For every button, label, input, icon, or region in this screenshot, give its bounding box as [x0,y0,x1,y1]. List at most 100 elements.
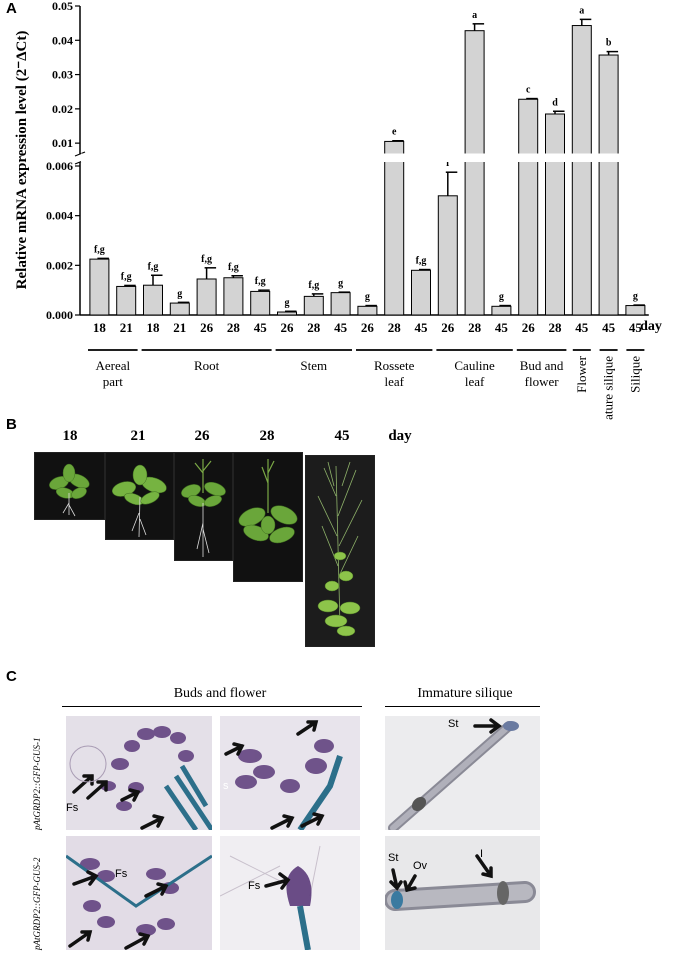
bar-15 [491,305,512,316]
x-tick-3: 21 [173,320,186,335]
group-label-1: Root [194,358,220,373]
bar-8 [303,295,324,316]
gus-flower-photo-2 [220,716,360,830]
row-label-line-2: pAtGRDP2::GFP-GUS-2 [32,857,42,950]
fs-label-c5: Fs [248,880,261,892]
x-tick-6: 45 [254,320,268,335]
bar-1 [116,285,137,316]
group-label-5: Bud and [520,358,564,373]
sig-label-7: g [285,297,290,308]
plant-photo-day-26 [174,452,233,561]
sig-label-10: g [365,292,370,303]
header-silique-underline [385,706,540,707]
sig-label-16: c [526,85,531,96]
st-label-c3: St [448,718,459,730]
group-label-2: Stem [300,358,327,373]
header-buds-underline [62,706,362,707]
sig-label-6: f,g [255,276,266,287]
bar-13 [437,195,458,316]
y-tick-upper-4: 0.05 [52,0,73,13]
gus-silique-photo-6 [385,836,540,950]
bar-16 [518,98,539,316]
x-tick-7: 26 [281,320,295,335]
x-tick-2: 18 [147,320,161,335]
sig-label-15: g [499,292,504,303]
y-tick-upper-0: 0.01 [52,136,73,150]
sig-label-20: g [633,291,638,302]
x-tick-18: 45 [575,320,589,335]
group-label-0: Aereal [95,358,130,373]
ov-label-c6: Ov [413,860,428,872]
sig-label-13: f [446,158,450,169]
x-tick-8: 28 [307,320,321,335]
bar-19 [598,54,619,316]
sig-label-5: f,g [228,262,239,273]
x-axis-unit-label: day [640,319,662,334]
x-tick-10: 26 [361,320,375,335]
bar-2 [143,284,163,316]
y-tick-lower-3: 0.006 [46,159,73,173]
x-tick-5: 28 [227,320,241,335]
bar-14 [464,30,485,316]
bar-20 [625,305,646,316]
bar-3 [169,302,190,316]
group-label-3: leaf [384,374,404,389]
expression-bar-chart: Relative mRNA expression level (2⁻ΔCt) 0… [14,0,662,420]
day-label-45: 45 [334,428,350,444]
sig-label-2: f,g [148,261,159,272]
y-tick-upper-3: 0.04 [52,33,73,47]
row-label-line-1: pAtGRDP2::GFP-GUS-1 [32,737,42,830]
x-tick-14: 28 [468,320,482,335]
y-tick-lower-0: 0.000 [46,308,73,322]
x-tick-11: 28 [388,320,402,335]
sig-label-8: f,g [308,280,319,291]
y-axis-label: Relative mRNA expression level (2⁻ΔCt) [14,31,30,290]
bar-17 [545,113,565,316]
bar-9 [330,292,351,316]
fs-label-c4: Fs [115,868,128,880]
plant-photo-day-45 [305,455,375,647]
bar-6 [250,290,271,316]
panel-c-letter: C [6,668,17,685]
bar-12 [411,269,431,316]
sig-label-9: g [338,278,343,289]
gus-buds-photo-1 [66,716,212,830]
y-tick-upper-1: 0.02 [52,102,73,116]
x-tick-0: 18 [93,320,107,335]
s-label-c2: s [223,780,229,792]
bar-18 [571,25,592,316]
sig-label-12: f,g [416,256,427,267]
plant-photo-day-21 [105,452,174,540]
plant-photo-day-28 [233,452,303,582]
day-label-21: 21 [130,428,146,444]
x-tick-13: 26 [441,320,455,335]
bar-7 [277,311,297,316]
header-immature-silique: Immature silique [417,686,513,701]
sig-label-0: f,g [94,244,105,255]
group-label-4: leaf [465,374,485,389]
x-tick-9: 45 [334,320,348,335]
bar-5 [223,277,244,316]
chart-bars: f,g 18 f,g 21 f,g 18 g 21 f,g 26 f,g 28 f,g 45 g 26 f,g 2… [81,5,650,335]
vertical-group-label-1: Immature silique [601,356,616,420]
bar-10 [357,305,378,316]
bar-0 [89,258,110,316]
group-label-0: part [103,374,124,389]
sig-label-17: d [552,97,558,108]
day-unit-label: day [388,428,412,444]
x-tick-17: 28 [549,320,563,335]
sig-label-1: f,g [121,271,132,282]
sig-label-4: f,g [201,254,212,265]
header-buds-and-flower: Buds and flower [173,686,267,701]
day-label-28: 28 [259,428,275,444]
plant-photo-day-18 [34,452,105,520]
day-label-18: 18 [62,428,78,444]
i-label-c6: I [480,848,484,860]
sig-label-19: b [606,38,612,49]
x-tick-19: 45 [602,320,616,335]
vertical-group-label-0: Flower [574,355,589,393]
x-tick-1: 21 [120,320,133,335]
x-tick-12: 45 [415,320,429,335]
bar-11 [384,140,405,316]
